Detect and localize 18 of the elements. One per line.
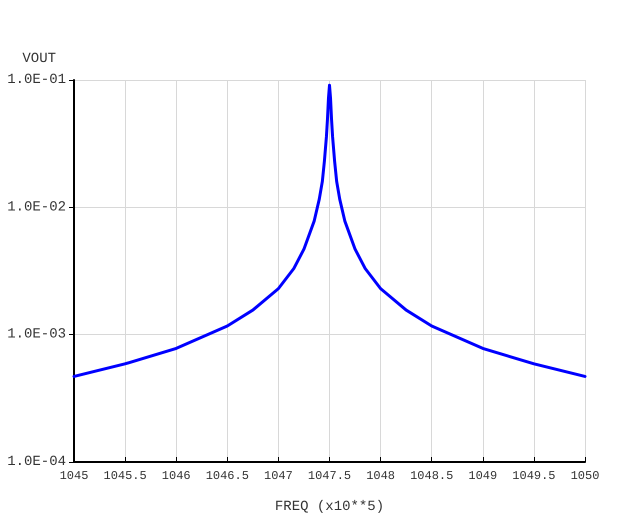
x-tick-label: 1049 (468, 469, 498, 483)
x-tick-label: 1049.5 (512, 469, 556, 483)
x-tick-label: 1045 (60, 469, 88, 483)
x-tick-label: 1048 (366, 469, 396, 483)
y-tick-label: 1.0E-02 (7, 199, 66, 216)
x-tick-label: 1047.5 (308, 469, 352, 483)
line-series (72, 84, 586, 378)
y-tick-label: 1.0E-01 (7, 72, 66, 88)
x-axis-title: FREQ (x10**5) (274, 499, 384, 515)
x-tick-label: 1046 (162, 469, 191, 483)
y-axis-title: VOUT (22, 51, 56, 67)
x-tick-label: 1047 (264, 469, 293, 483)
x-tick-label: 1050 (570, 469, 600, 483)
x-tick-label: 1048.5 (410, 469, 454, 483)
x-tick-label: 1045.5 (103, 469, 147, 483)
y-tick-label: 1.0E-04 (7, 454, 66, 470)
x-tick-label: 1046.5 (206, 469, 249, 483)
y-tick-label: 1.0E-03 (7, 326, 66, 343)
